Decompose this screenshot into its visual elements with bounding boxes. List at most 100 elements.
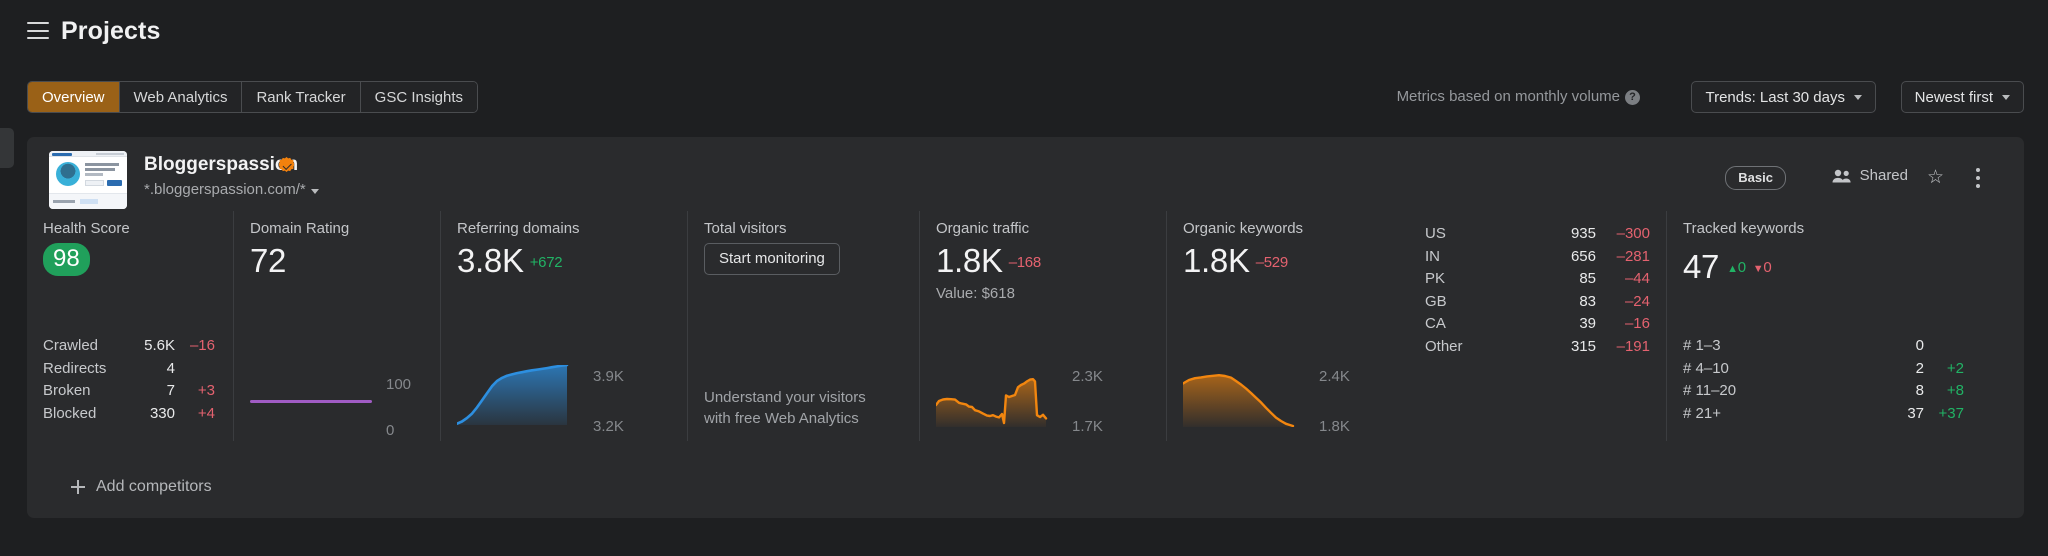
top-bar: Projects Overview Web Analytics Rank Tra… — [0, 0, 2048, 113]
star-icon[interactable]: ☆ — [1926, 167, 1944, 188]
metric-referring-domains: Referring domains 3.8K +672 3 — [440, 211, 687, 441]
row-value: 330 — [149, 404, 175, 422]
tab-gsc-insights[interactable]: GSC Insights — [360, 82, 478, 112]
country-delta: –300 — [1616, 225, 1650, 242]
row-value: 2 — [1915, 359, 1924, 377]
metric-domain-rating: Domain Rating 72 100 0 — [233, 211, 440, 441]
arrow-down-icon: ▼ — [1752, 263, 1764, 275]
table-row: Crawled 5.6K –16 — [43, 335, 215, 358]
row-delta: +3 — [197, 382, 215, 399]
tab-overview[interactable]: Overview — [28, 82, 120, 112]
row-delta: +4 — [197, 404, 215, 422]
sort-select-label: Newest first — [1914, 88, 1993, 106]
metrics-note: Metrics based on monthly volume — [1396, 88, 1620, 105]
country-value: 85 — [1579, 270, 1596, 288]
table-row: US 935 –300 — [1425, 223, 1650, 246]
people-icon — [1832, 169, 1851, 182]
tab-rank-tracker[interactable]: Rank Tracker — [242, 82, 361, 112]
table-row: IN 656 –281 — [1425, 246, 1650, 269]
row-key: Broken — [43, 382, 91, 399]
plan-badge[interactable]: Basic — [1725, 166, 1786, 190]
organic-keywords-value: 1.8K –529 — [1183, 242, 1288, 279]
row-key: # 4–10 — [1683, 359, 1729, 377]
health-rows: Crawled 5.6K –16 Redirects 4 Broken 7 +3 — [43, 335, 215, 425]
country-delta: –191 — [1616, 337, 1650, 355]
row-delta: +37 — [1938, 404, 1964, 422]
country-code: US — [1425, 225, 1446, 242]
up-count: 0 — [1737, 259, 1746, 276]
tracked-keywords-movement: ▲0 ▼0 — [1727, 243, 1772, 280]
metric-label: Organic traffic — [936, 220, 1030, 237]
plus-icon — [71, 480, 85, 494]
site-thumbnail — [49, 151, 127, 209]
axis-label-bottom: 1.7K — [1072, 418, 1103, 435]
table-row: Broken 7 +3 — [43, 380, 215, 403]
row-value: 8 — [1915, 382, 1924, 399]
shared-label: Shared — [1859, 167, 1908, 184]
referring-domains-value: 3.8K +672 — [457, 242, 563, 279]
organic-traffic-delta: –168 — [1008, 254, 1041, 271]
table-row: # 11–20 8 +8 — [1683, 380, 1964, 403]
kebab-menu-icon[interactable] — [1976, 168, 1980, 188]
add-competitors-button[interactable]: Add competitors — [71, 478, 212, 496]
verified-badge-icon — [279, 157, 294, 172]
organic-traffic-value-sub: Value: $618 — [936, 284, 1015, 302]
row-key: # 11–20 — [1683, 382, 1737, 399]
trends-select[interactable]: Trends: Last 30 days — [1691, 81, 1876, 113]
question-mark-icon[interactable]: ? — [1625, 90, 1640, 105]
chevron-down-icon — [2002, 94, 2010, 100]
metric-organic-traffic: Organic traffic 1.8K –168 Value: $618 — [919, 211, 1166, 441]
domain-rating-bar — [250, 400, 372, 403]
start-monitoring-button[interactable]: Start monitoring — [704, 243, 840, 275]
organic-keywords-sparkline — [1183, 365, 1305, 427]
row-delta: +2 — [1946, 359, 1964, 377]
total-visitors-note: Understand your visitors with free Web A… — [704, 387, 904, 429]
country-code: CA — [1425, 315, 1446, 333]
row-key: Blocked — [43, 404, 97, 422]
table-row: # 1–3 0 — [1683, 335, 1964, 358]
table-row: # 4–10 2 +2 — [1683, 358, 1964, 381]
organic-traffic-sparkline — [936, 365, 1058, 427]
add-competitors-label: Add competitors — [96, 478, 212, 495]
project-card: Bloggerspassion *.bloggerspassion.com/* … — [27, 137, 2024, 518]
metrics-row: Health Score 98 Crawled 5.6K –16 Redirec… — [27, 211, 2024, 441]
row-value: 4 — [166, 359, 175, 377]
sidebar-collapse-handle[interactable] — [0, 128, 14, 168]
row-delta: –16 — [189, 337, 215, 354]
trends-select-label: Trends: Last 30 days — [1705, 88, 1845, 106]
shared-button[interactable]: Shared — [1832, 167, 1908, 184]
country-value: 39 — [1579, 315, 1596, 333]
metric-label: Referring domains — [457, 220, 580, 237]
axis-label-top: 2.4K — [1319, 368, 1350, 385]
tracked-keywords-rows: # 1–3 0 # 4–10 2 +2 # 11–20 8 +8 — [1683, 335, 1964, 425]
country-delta: –16 — [1624, 315, 1650, 333]
note-line-2: with free Web Analytics — [704, 410, 859, 427]
table-row: # 21+ 37 +37 — [1683, 403, 1964, 426]
metric-label: Tracked keywords — [1683, 220, 1805, 237]
referring-domains-sparkline — [457, 365, 579, 427]
country-value: 315 — [1570, 337, 1596, 355]
project-name[interactable]: Bloggerspassion — [144, 154, 299, 175]
project-url[interactable]: *.bloggerspassion.com/* — [144, 181, 306, 198]
row-key: Crawled — [43, 337, 99, 354]
country-code: Other — [1425, 337, 1463, 355]
domain-rating-value: 72 — [250, 242, 287, 279]
metric-label: Organic keywords — [1183, 220, 1304, 237]
chevron-down-icon[interactable] — [311, 189, 319, 194]
note-line-1: Understand your visitors — [704, 389, 866, 406]
table-row: GB 83 –24 — [1425, 291, 1650, 314]
metric-label: Total visitors — [704, 220, 787, 237]
metric-organic-keywords: Organic keywords 1.8K –529 2. — [1166, 211, 1666, 441]
row-value: 37 — [1907, 404, 1924, 422]
hamburger-icon[interactable] — [27, 22, 49, 39]
row-value: 7 — [166, 382, 175, 399]
row-delta: +8 — [1946, 382, 1964, 399]
axis-label-bottom: 3.2K — [593, 418, 624, 435]
metric-label: Domain Rating — [250, 220, 350, 237]
row-value: 0 — [1915, 337, 1924, 354]
sort-select[interactable]: Newest first — [1900, 81, 2024, 113]
tab-web-analytics[interactable]: Web Analytics — [119, 82, 243, 112]
metric-total-visitors: Total visitors Start monitoring Understa… — [687, 211, 919, 441]
tab-bar: Overview Web Analytics Rank Tracker GSC … — [27, 81, 479, 113]
